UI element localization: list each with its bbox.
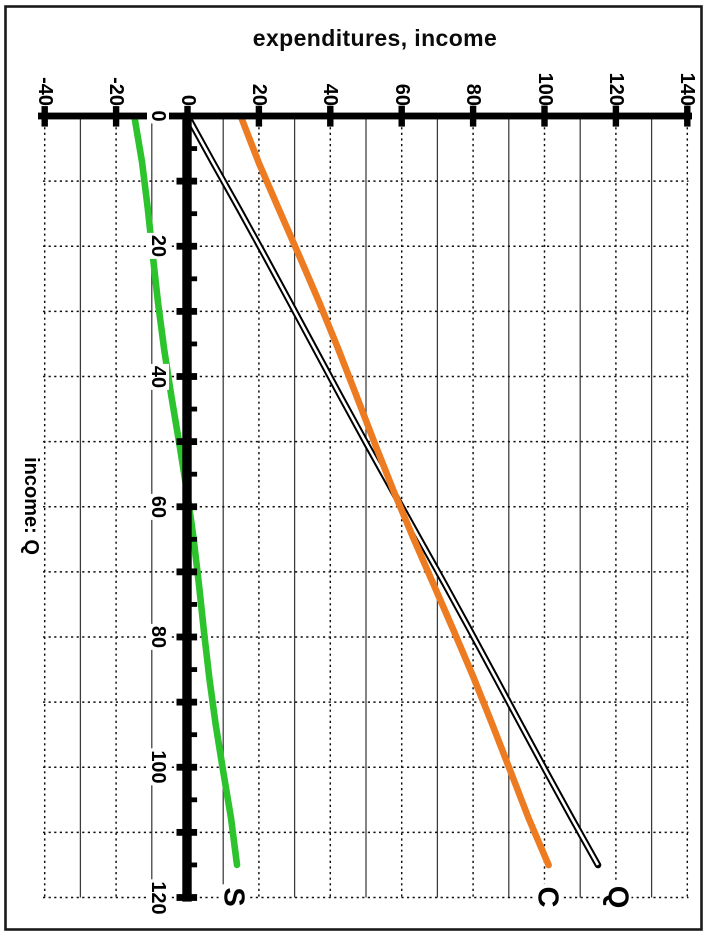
expenditure-tick-label: 80 — [462, 81, 485, 106]
income-axis-major-tick — [176, 568, 198, 576]
income-axis-major-tick — [176, 503, 198, 511]
income-axis-minor-tick — [185, 732, 198, 738]
chart-title: expenditures, income — [252, 25, 498, 51]
income-axis-minor-tick — [185, 602, 198, 607]
income-axis-major-tick — [176, 894, 198, 901]
income-axis-major-tick — [176, 373, 198, 380]
income-tick-label: 60 — [147, 493, 169, 520]
expenditure-tick-label: 0 — [176, 92, 199, 106]
income-axis-minor-tick — [185, 211, 198, 217]
series-label-S: S — [217, 884, 249, 910]
series-label-Q: Q — [602, 882, 634, 912]
expenditure-tick-label: 20 — [247, 81, 270, 106]
expenditure-axis-line — [38, 112, 692, 120]
income-axis-minor-tick — [185, 536, 198, 542]
income-axis-minor-tick — [185, 146, 198, 151]
gridlines — [43, 116, 689, 899]
frame-border — [4, 5, 703, 931]
expenditure-axis-tick — [184, 105, 191, 127]
income-tick-label: 0 — [147, 108, 169, 124]
income-tick-label: 80 — [147, 623, 169, 651]
expenditure-tick-label: -20 — [105, 75, 128, 106]
income-tick-label: 120 — [147, 878, 169, 917]
income-axis-minor-tick — [185, 797, 198, 803]
income-tick-label: 20 — [147, 233, 169, 260]
expenditure-tick-label: 40 — [319, 81, 342, 106]
income-axis-title: income: Q — [20, 457, 42, 555]
expenditure-axis-tick — [41, 105, 48, 127]
income-axis-major-tick — [176, 242, 198, 250]
income-axis-major-tick — [176, 307, 198, 315]
expenditure-tick-label: 140 — [676, 70, 699, 106]
expenditure-tick-label: 120 — [604, 70, 627, 106]
expenditure-axis-tick — [684, 105, 691, 127]
income-axis-minor-tick — [185, 667, 198, 672]
series-label-C: C — [531, 883, 563, 911]
expenditure-tick-label: 60 — [390, 81, 413, 106]
income-tick-label: 100 — [147, 748, 169, 786]
expenditure-axis-tick — [327, 105, 334, 127]
expenditure-tick-label: 100 — [533, 70, 556, 106]
expenditure-axis-tick — [112, 105, 120, 127]
expenditure-axis-tick — [255, 105, 263, 127]
expenditure-axis-tick — [398, 105, 405, 127]
axes — [38, 105, 692, 902]
expenditure-axis-tick — [469, 105, 477, 127]
expenditure-axis-tick — [612, 105, 620, 127]
income-axis-major-tick — [176, 698, 198, 706]
income-tick-label: 40 — [147, 363, 169, 390]
income-axis-major-tick — [176, 633, 198, 641]
income-axis-minor-tick — [185, 406, 198, 412]
income-axis-major-tick — [176, 828, 198, 836]
income-axis-minor-tick — [185, 862, 198, 868]
income-axis-minor-tick — [185, 341, 198, 347]
income-axis-minor-tick — [185, 471, 198, 477]
income-axis-major-tick — [176, 763, 198, 771]
income-axis-major-tick — [176, 177, 198, 185]
expenditure-tick-label: -40 — [33, 75, 56, 106]
income-axis-major-tick — [176, 438, 198, 446]
expenditure-axis-tick — [541, 105, 548, 127]
series-line-C — [237, 112, 552, 869]
income-axis-minor-tick — [185, 276, 198, 282]
